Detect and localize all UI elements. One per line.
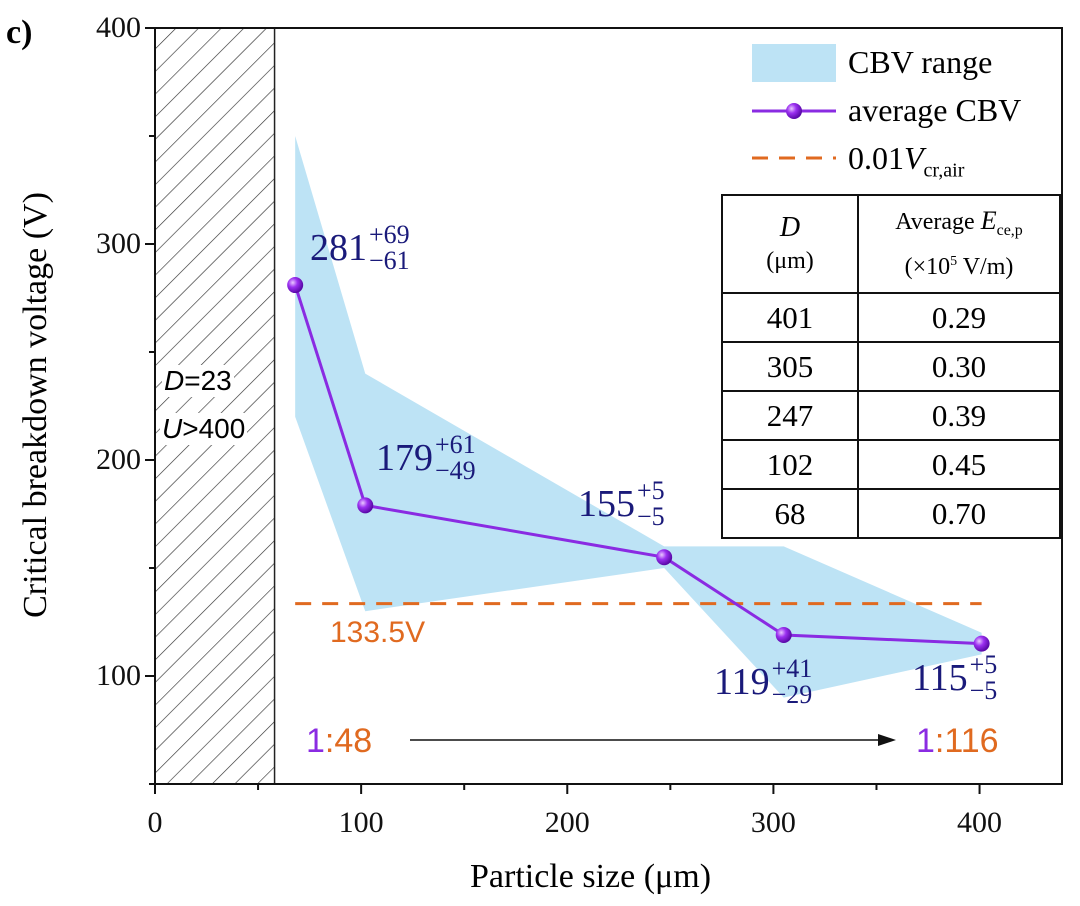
ratio-arrow-head: [878, 734, 896, 746]
annotation-minus: −5: [637, 502, 665, 531]
header-e-sub: ce,p: [996, 221, 1023, 239]
header-e-unit-exp: 5: [950, 254, 958, 270]
average-cbv-point: [973, 635, 990, 652]
y-axis-label: Critical breakdown voltage (V): [17, 192, 54, 618]
x-tick-label: 0: [147, 806, 163, 839]
annotation-119: 119 +41 −29: [714, 656, 812, 708]
annotation-plus: +5: [637, 476, 665, 505]
annotation-minus: −5: [969, 676, 998, 705]
legend-cbv-range: CBV range: [848, 44, 993, 80]
legend-threshold-symbol: V: [904, 140, 924, 176]
average-cbv-point: [775, 626, 792, 643]
legend-average-marker: [786, 103, 802, 119]
annotation-value: 179: [376, 437, 433, 479]
table-cell-d: 401: [721, 292, 859, 343]
annotation-plus: +69: [369, 220, 410, 249]
table-cell-e: 0.39: [857, 390, 1061, 441]
table-cell-d: 247: [721, 390, 859, 441]
ratio-start: 1:48: [306, 722, 372, 761]
table-cell-e: 0.45: [857, 439, 1061, 490]
table-row: 247 0.39: [721, 390, 1061, 441]
hatch-label-d-symbol: D: [164, 365, 185, 396]
table-row: 401 0.29: [721, 292, 1061, 343]
header-e-unit-b: V/m): [957, 254, 1014, 281]
annotation-value: 115: [912, 657, 968, 699]
y-tick-label: 200: [96, 443, 141, 476]
y-tick-label: 400: [96, 11, 141, 44]
y-tick-label: 100: [96, 659, 141, 692]
legend-threshold-sub: cr,air: [923, 159, 965, 182]
x-tick-label: 200: [544, 806, 590, 839]
legend-threshold-coef: 0.01: [848, 140, 904, 176]
threshold-label: 133.5V: [330, 616, 426, 649]
x-axis-label: Particle size (μm): [470, 858, 712, 895]
average-cbv-point: [357, 497, 374, 514]
ratio-end-b: :116: [934, 722, 999, 760]
table-cell-e: 0.29: [857, 292, 1061, 343]
legend-average-cbv: average CBV: [848, 92, 1022, 128]
annotation-minus: −29: [771, 680, 813, 709]
annotation-179: 179 +61 −49: [376, 432, 476, 484]
ratio-end-a: 1: [916, 722, 935, 760]
table-cell-d: 102: [721, 439, 859, 490]
annotation-plus: +41: [771, 654, 813, 683]
average-cbv-point: [656, 549, 673, 566]
x-tick-label: 400: [957, 806, 1003, 839]
cbv-range-band: [295, 136, 982, 698]
hatch-label-u-symbol: U: [162, 413, 183, 444]
annotation-value: 119: [714, 661, 770, 703]
panel-label: c): [6, 14, 33, 51]
table-row: 102 0.45: [721, 439, 1061, 490]
x-tick-label: 100: [338, 806, 384, 839]
legend-threshold: 0.01Vcr,air: [848, 140, 964, 182]
hatch-label-d-value: =23: [184, 365, 232, 396]
table-cell-e: 0.30: [857, 341, 1061, 392]
header-e-unit-a: (×10: [904, 254, 951, 281]
ratio-end: 1:116: [916, 722, 999, 761]
table-row: 305 0.30: [721, 341, 1061, 392]
ratio-start-a: 1: [306, 722, 325, 760]
annotation-value: 155: [578, 483, 635, 525]
average-cbv-point: [287, 277, 304, 294]
annotation-155: 155 +5 −5: [578, 478, 665, 530]
plot-frame: [154, 27, 1063, 785]
header-d-symbol: D: [779, 211, 801, 243]
annotation-281: 281 +69 −61: [310, 222, 410, 274]
table-header-row: D (μm) Average Ece,p (×105 V/m): [721, 194, 1061, 294]
annotation-plus: +61: [435, 430, 476, 459]
field-table: D (μm) Average Ece,p (×105 V/m) 401 0.29 30…: [721, 194, 1061, 539]
hatched-region: [154, 27, 276, 785]
hatch-label-u: U>400: [160, 413, 248, 445]
table-header-e: Average Ece,p (×105 V/m): [857, 194, 1061, 294]
annotation-plus: +5: [969, 650, 998, 679]
header-e-symbol: E: [980, 205, 997, 235]
ratio-start-b: :48: [324, 722, 373, 760]
annotation-minus: −61: [369, 246, 410, 275]
legend-range-swatch: [752, 44, 836, 82]
header-d-unit: (μm): [766, 247, 814, 274]
table-row: 68 0.70: [721, 488, 1061, 539]
table-cell-e: 0.70: [857, 488, 1061, 539]
y-tick-label: 300: [96, 227, 141, 260]
table-cell-d: 68: [721, 488, 859, 539]
x-tick-label: 300: [750, 806, 796, 839]
table-header-d: D (μm): [721, 194, 859, 294]
header-e-label: Average: [895, 208, 981, 235]
annotation-115: 115 +5 −5: [912, 652, 997, 704]
annotation-value: 281: [310, 227, 367, 269]
table-cell-d: 305: [721, 341, 859, 392]
annotation-minus: −49: [435, 456, 476, 485]
hatch-label-u-value: >400: [182, 413, 246, 444]
hatch-label-d: D=23: [162, 365, 234, 397]
